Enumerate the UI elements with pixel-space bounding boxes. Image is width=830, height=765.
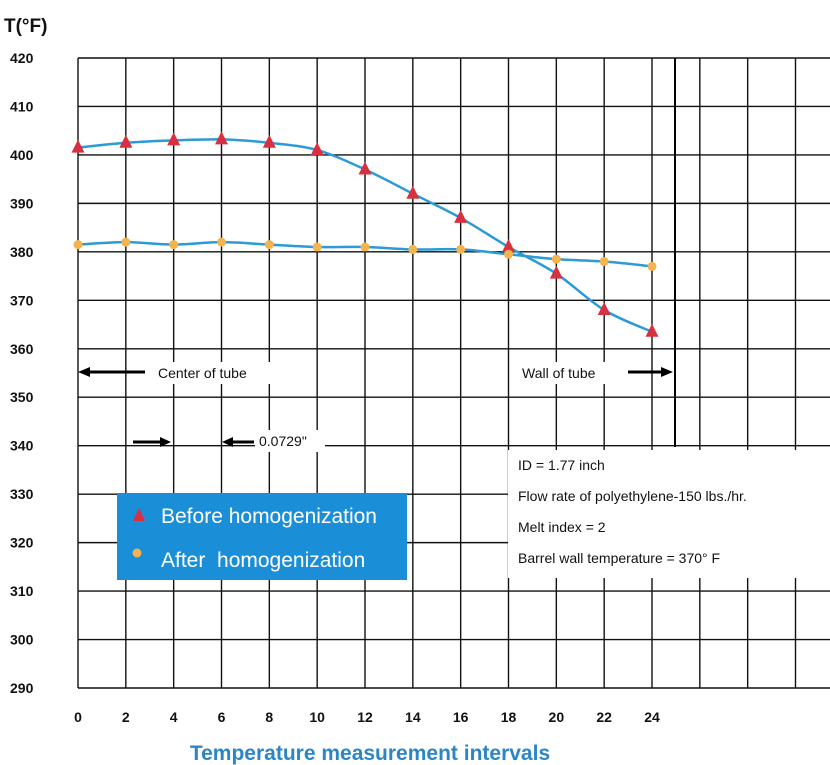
- after-data-point: [504, 249, 513, 259]
- before-data-point: [597, 302, 611, 315]
- before-data-point: [310, 142, 324, 156]
- wall-of-tube-label: Wall of tube: [522, 365, 596, 381]
- after-data-point: [264, 240, 274, 250]
- before-data-point: [167, 132, 181, 146]
- spec-line: Barrel wall temperature = 370° F: [518, 550, 720, 566]
- before-data-point: [71, 139, 85, 153]
- y-tick-label: 350: [10, 389, 34, 405]
- y-tick-label: 380: [10, 244, 34, 260]
- specs-box: [508, 450, 830, 578]
- x-tick-label: 6: [218, 709, 226, 725]
- y-tick-label: 400: [10, 147, 34, 163]
- after-data-point: [312, 242, 322, 252]
- after-data-point: [360, 242, 370, 252]
- spacing-label-bg: [255, 430, 325, 452]
- x-tick-label: 10: [309, 709, 325, 725]
- center-of-tube-label: Center of tube: [158, 365, 247, 381]
- spec-line: Flow rate of polyethylene-150 lbs./hr.: [518, 488, 747, 504]
- spec-line: Melt index = 2: [518, 519, 606, 535]
- x-tick-label: 2: [122, 709, 130, 725]
- legend: Before homogenization After homogenizati…: [117, 493, 407, 580]
- before-data-point: [358, 161, 372, 175]
- legend-after-label: After homogenization: [161, 549, 365, 572]
- before-data-point: [502, 239, 515, 252]
- y-tick-label: 340: [10, 438, 34, 454]
- center-arrow-head: [78, 367, 90, 377]
- legend-before-label: Before homogenization: [161, 505, 377, 528]
- y-tick-label: 420: [10, 50, 34, 66]
- spacing-label: 0.0729": [259, 433, 307, 449]
- y-tick-label: 370: [10, 292, 34, 308]
- x-axis-label: Temperature measurement intervals: [190, 742, 550, 765]
- x-tick-label: 4: [170, 709, 178, 725]
- y-tick-label: 320: [10, 535, 34, 551]
- after-data-point: [599, 257, 609, 267]
- x-tick-label: 14: [405, 709, 421, 725]
- after-data-point: [121, 237, 131, 247]
- wall-arrow-head: [661, 367, 673, 377]
- before-data-point: [406, 185, 420, 199]
- after-data-point: [408, 244, 418, 254]
- x-tick-labels: 0 2 4 6 8 10 12 14 16 18 20 22 24: [74, 709, 660, 725]
- y-tick-label: 330: [10, 486, 34, 502]
- x-tick-label: 8: [265, 709, 273, 725]
- y-tick-label: 310: [10, 583, 34, 599]
- x-tick-label: 12: [357, 709, 373, 725]
- before-data-point: [454, 209, 468, 223]
- series-markers: [71, 131, 659, 337]
- after-data-point: [169, 240, 179, 250]
- after-data-point: [73, 240, 83, 250]
- after-data-point: [551, 254, 561, 264]
- legend-box: [117, 493, 407, 580]
- wall-label-bg: [515, 362, 623, 384]
- legend-circle-marker: [132, 548, 142, 558]
- y-tick-labels: 420 410 400 390 380 370 360 350 340 330 320 310 300 2…: [10, 50, 34, 696]
- center-label-bg: [150, 362, 285, 384]
- before-data-point: [119, 134, 133, 148]
- before-data-point: [645, 323, 659, 337]
- after-data-point: [647, 261, 657, 271]
- y-tick-label: 390: [10, 195, 34, 211]
- after-data-point: [456, 244, 466, 254]
- y-axis-label: T(°F): [4, 16, 47, 37]
- y-tick-label: 410: [10, 98, 34, 114]
- spacing-arrow-left-head: [160, 437, 171, 447]
- x-tick-label: 20: [549, 709, 565, 725]
- x-tick-label: 22: [596, 709, 612, 725]
- y-tick-label: 290: [10, 680, 34, 696]
- before-data-point: [262, 134, 276, 148]
- x-tick-label: 24: [644, 709, 660, 725]
- before-data-point: [549, 265, 563, 279]
- after-data-point: [217, 237, 226, 247]
- specs-list: ID = 1.77 inch Flow rate of polyethylene-…: [518, 457, 747, 566]
- x-tick-label: 16: [453, 709, 469, 725]
- spec-line: ID = 1.77 inch: [518, 457, 605, 473]
- y-tick-label: 300: [10, 632, 34, 648]
- spacing-arrow-right-head: [222, 437, 233, 447]
- legend-triangle-marker: [133, 508, 145, 521]
- x-tick-label: 18: [501, 709, 517, 725]
- y-tick-label: 360: [10, 341, 34, 357]
- x-tick-label: 0: [74, 709, 82, 725]
- before-data-point: [215, 131, 228, 145]
